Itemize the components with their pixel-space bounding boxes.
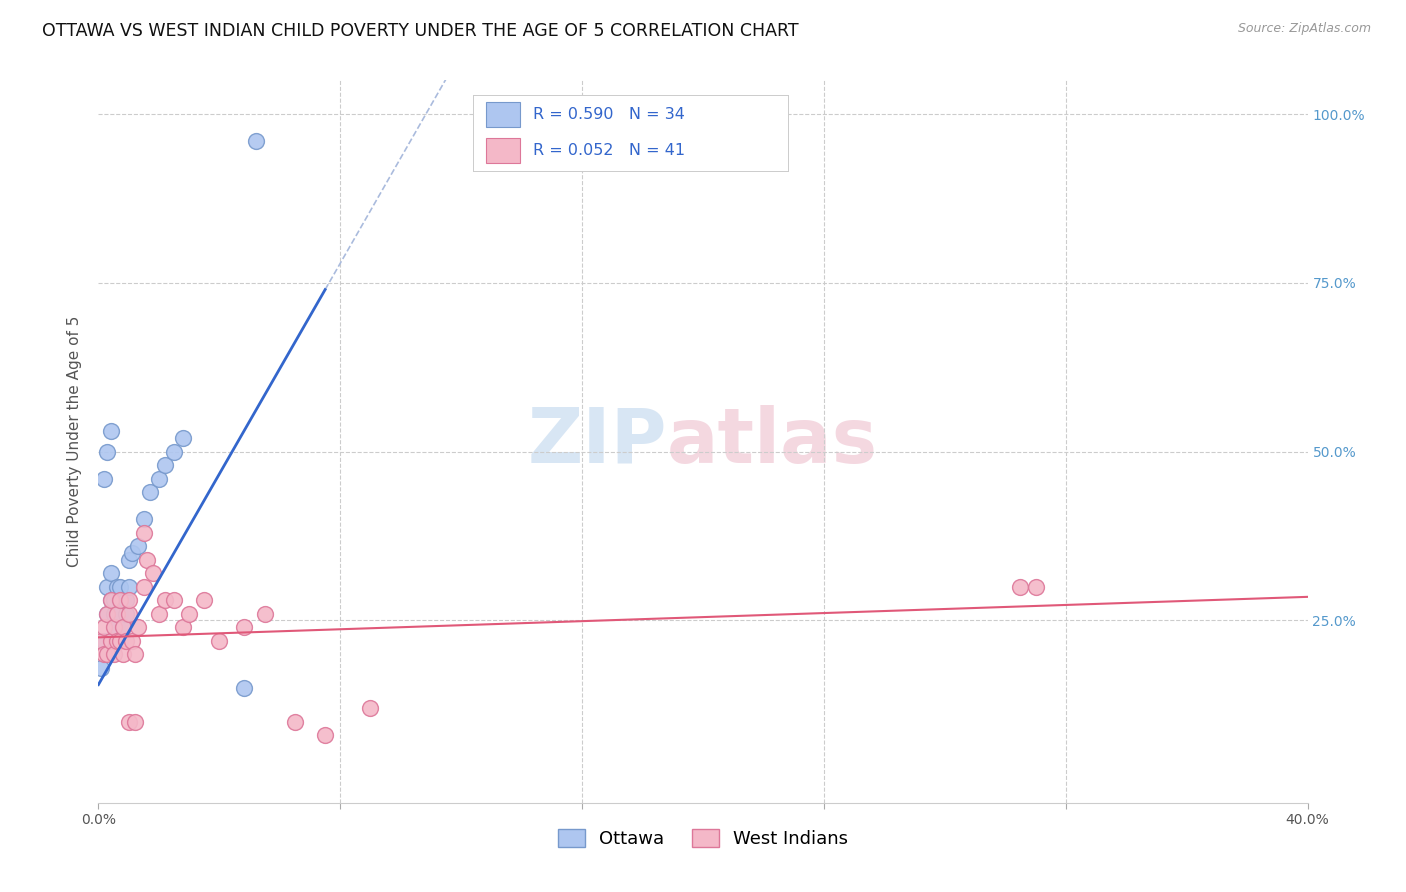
Y-axis label: Child Poverty Under the Age of 5: Child Poverty Under the Age of 5 bbox=[67, 316, 83, 567]
Point bbox=[103, 620, 125, 634]
Point bbox=[253, 607, 276, 621]
Point bbox=[118, 580, 141, 594]
Point bbox=[103, 607, 125, 621]
Point bbox=[132, 525, 155, 540]
Point bbox=[96, 444, 118, 458]
Point bbox=[172, 620, 194, 634]
Point bbox=[314, 728, 336, 742]
Point bbox=[100, 633, 122, 648]
Point bbox=[100, 566, 122, 581]
Point bbox=[132, 580, 155, 594]
Point bbox=[100, 593, 122, 607]
Point bbox=[118, 607, 141, 621]
Point bbox=[96, 607, 118, 621]
Point bbox=[135, 552, 157, 566]
Point bbox=[172, 431, 194, 445]
Point bbox=[93, 647, 115, 661]
Point bbox=[100, 425, 122, 439]
Point bbox=[1024, 580, 1046, 594]
Point bbox=[114, 607, 136, 621]
Text: atlas: atlas bbox=[666, 405, 877, 478]
Point bbox=[163, 444, 186, 458]
Point bbox=[108, 607, 131, 621]
Point bbox=[118, 593, 141, 607]
Text: OTTAWA VS WEST INDIAN CHILD POVERTY UNDER THE AGE OF 5 CORRELATION CHART: OTTAWA VS WEST INDIAN CHILD POVERTY UNDE… bbox=[42, 22, 799, 40]
Point bbox=[163, 593, 186, 607]
Point bbox=[153, 593, 176, 607]
Point bbox=[108, 633, 131, 648]
Point bbox=[208, 633, 231, 648]
Point bbox=[103, 647, 125, 661]
Point bbox=[1010, 580, 1032, 594]
Point bbox=[111, 620, 134, 634]
Point bbox=[111, 647, 134, 661]
Point bbox=[127, 539, 149, 553]
Point bbox=[93, 620, 115, 634]
Point bbox=[121, 546, 143, 560]
Point bbox=[124, 714, 146, 729]
Point bbox=[148, 607, 170, 621]
Point bbox=[105, 580, 128, 594]
Point bbox=[103, 593, 125, 607]
Point bbox=[100, 593, 122, 607]
Point bbox=[153, 458, 176, 472]
Text: ZIP: ZIP bbox=[527, 405, 666, 478]
Point bbox=[108, 593, 131, 607]
Point bbox=[111, 593, 134, 607]
Point bbox=[93, 633, 115, 648]
Point bbox=[245, 134, 267, 148]
Point bbox=[114, 593, 136, 607]
Point bbox=[127, 620, 149, 634]
Point bbox=[90, 633, 112, 648]
Point bbox=[142, 566, 165, 581]
Point bbox=[232, 681, 254, 695]
Point bbox=[111, 620, 134, 634]
Legend: Ottawa, West Indians: Ottawa, West Indians bbox=[551, 822, 855, 855]
Text: Source: ZipAtlas.com: Source: ZipAtlas.com bbox=[1237, 22, 1371, 36]
Point bbox=[179, 607, 201, 621]
Point bbox=[108, 593, 131, 607]
Point bbox=[148, 472, 170, 486]
Point bbox=[108, 580, 131, 594]
Point bbox=[121, 633, 143, 648]
Point bbox=[105, 620, 128, 634]
Point bbox=[193, 593, 215, 607]
Point bbox=[93, 472, 115, 486]
Point bbox=[360, 701, 382, 715]
Point bbox=[105, 607, 128, 621]
Point bbox=[232, 620, 254, 634]
Point bbox=[284, 714, 307, 729]
Point bbox=[90, 661, 112, 675]
Point bbox=[96, 647, 118, 661]
Point bbox=[118, 714, 141, 729]
Point bbox=[118, 552, 141, 566]
Point bbox=[103, 620, 125, 634]
Point bbox=[96, 580, 118, 594]
Point bbox=[124, 647, 146, 661]
Point bbox=[105, 607, 128, 621]
Point bbox=[139, 485, 162, 500]
Point bbox=[114, 633, 136, 648]
Point bbox=[105, 633, 128, 648]
Point bbox=[132, 512, 155, 526]
Point bbox=[96, 607, 118, 621]
